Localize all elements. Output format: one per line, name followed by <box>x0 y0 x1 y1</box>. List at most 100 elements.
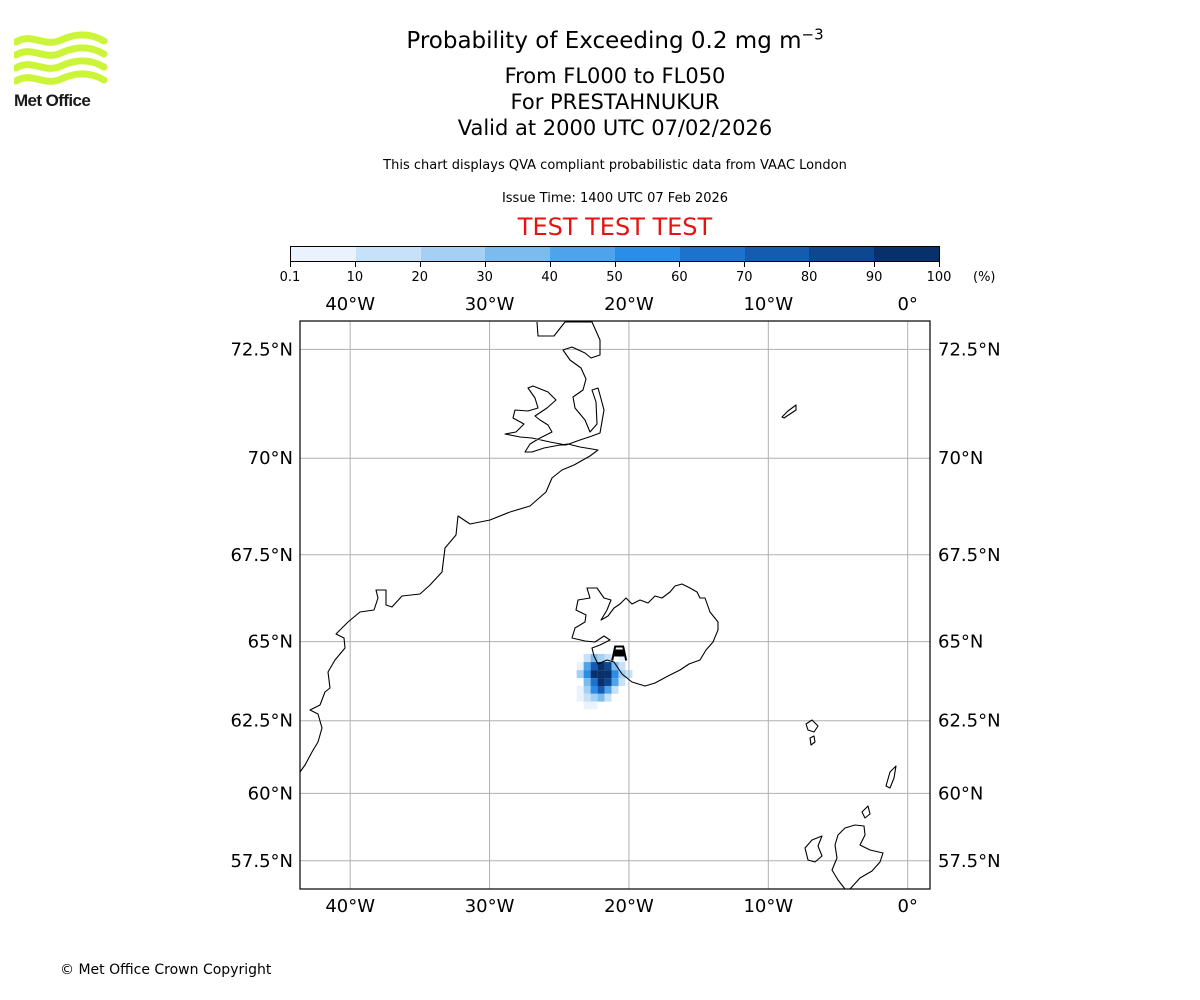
colorbar-segment <box>744 247 810 261</box>
plume-cell <box>583 701 591 710</box>
colorbar-segment <box>291 247 356 261</box>
plume-cell <box>611 678 619 686</box>
lon-label-bottom: 10°W <box>743 896 793 917</box>
lat-label-left: 72.5°N <box>230 339 293 360</box>
ash-probability-plume <box>576 653 633 710</box>
volcano-vent-icon <box>614 649 625 657</box>
colorbar-tick <box>744 262 746 267</box>
lat-label-left: 62.5°N <box>230 711 293 732</box>
flight-level-range: From FL000 to FL050 <box>504 64 726 88</box>
colorbar-tick-label: 10 <box>346 270 364 285</box>
map-gridlines <box>300 321 930 889</box>
lat-label-right: 60°N <box>938 783 983 804</box>
colorbar-tick <box>419 262 421 267</box>
valid-time: Valid at 2000 UTC 07/02/2026 <box>457 116 773 140</box>
logo-waves <box>14 31 108 85</box>
lat-label-left: 60°N <box>248 783 293 804</box>
lat-label-right: 72.5°N <box>938 339 1001 360</box>
plume-cell <box>597 653 605 663</box>
plume-cell <box>590 662 598 671</box>
copyright: © Met Office Crown Copyright <box>60 962 272 978</box>
plume-cell <box>604 670 612 679</box>
colorbar-segment <box>809 247 875 261</box>
map-frame <box>299 320 931 890</box>
chart-title-text: Probability of Exceeding 0.2 mg m <box>406 28 802 54</box>
hebrides-coast <box>804 835 823 863</box>
colorbar-tick <box>354 262 356 267</box>
plume-cell <box>583 653 591 663</box>
lon-label-bottom: 0° <box>897 896 917 917</box>
plume-cell <box>597 670 605 679</box>
colorbar-segment <box>550 247 615 261</box>
plume-cell <box>604 653 612 663</box>
plume-cell <box>604 685 612 694</box>
plume-cell <box>583 670 591 679</box>
colorbar-tick <box>939 262 940 267</box>
lat-label-left: 57.5°N <box>230 851 293 872</box>
shetland-coast <box>861 765 897 819</box>
plume-cell <box>597 678 605 686</box>
colorbar-tick-label: 80 <box>800 270 818 285</box>
plume-cell <box>590 653 598 663</box>
lon-label-bottom: 20°W <box>604 896 654 917</box>
plume-cell <box>583 685 591 694</box>
lon-label-bottom: 30°W <box>465 896 515 917</box>
colorbar-tick-label: 40 <box>541 270 558 285</box>
colorbar-tick-label: 100 <box>926 270 952 285</box>
plume-cell <box>583 678 591 686</box>
volcano-name: For PRESTAHNUKUR <box>510 90 720 114</box>
plume-cell <box>597 662 605 671</box>
plume-cell <box>576 670 584 679</box>
colorbar-tick-label: 30 <box>476 270 493 285</box>
colorbar-tick-label: 90 <box>865 270 883 285</box>
plume-cell <box>576 685 584 694</box>
plume-cell <box>611 662 619 671</box>
colorbar-tick-label: 60 <box>671 270 688 285</box>
colorbar-segment <box>874 247 939 261</box>
plume-cell <box>604 678 612 686</box>
lat-label-right: 57.5°N <box>938 851 1001 872</box>
volcano-cone-icon <box>611 645 628 661</box>
iceland-coast <box>571 583 719 687</box>
plume-cell <box>590 678 598 686</box>
plume-cell <box>618 653 626 663</box>
chart-description: This chart displays QVA compliant probab… <box>383 158 847 173</box>
plume-cell <box>618 678 626 686</box>
logo-text: Met Office <box>14 91 91 110</box>
met-office-logo-icon <box>14 31 108 85</box>
colorbar-tick <box>484 262 486 267</box>
lat-label-left: 65°N <box>248 632 293 653</box>
colorbar-segment <box>420 247 486 261</box>
plume-cell <box>604 662 612 671</box>
colorbar-segment <box>679 247 745 261</box>
colorbar-segment <box>485 247 551 261</box>
issue-time: Issue Time: 1400 UTC 07 Feb 2026 <box>501 191 729 206</box>
colorbar-tick-label: 70 <box>736 270 753 285</box>
lat-label-right: 62.5°N <box>938 711 1001 732</box>
logo-wave <box>14 57 108 72</box>
logo-wave <box>14 44 108 59</box>
chart-title: Probability of Exceeding 0.2 mg m−3 <box>0 25 1200 54</box>
colorbar-tick-label: 0.1 <box>279 270 301 285</box>
plume-cell <box>583 662 591 671</box>
colorbar-tick-label: 20 <box>411 270 429 285</box>
colorbar-tick <box>614 262 616 267</box>
plume-cell <box>611 685 619 694</box>
lat-label-right: 67.5°N <box>938 545 1001 566</box>
plume-cell <box>590 670 598 679</box>
lon-label-top: 10°W <box>743 294 793 315</box>
colorbar-tick <box>874 262 876 267</box>
logo-wave <box>14 31 108 46</box>
colorbar-segment <box>355 247 421 261</box>
chart-title-exponent: −3 <box>801 25 824 44</box>
coastlines <box>300 321 897 889</box>
plume-cell <box>604 693 612 702</box>
plume-cell <box>590 685 598 694</box>
lat-label-right: 65°N <box>938 632 983 653</box>
greenland-coast <box>300 321 605 773</box>
plume-cell <box>618 662 626 671</box>
colorbar-tick <box>290 262 291 267</box>
plume-cell <box>597 685 605 694</box>
test-banner: TEST TEST TEST <box>517 213 713 241</box>
